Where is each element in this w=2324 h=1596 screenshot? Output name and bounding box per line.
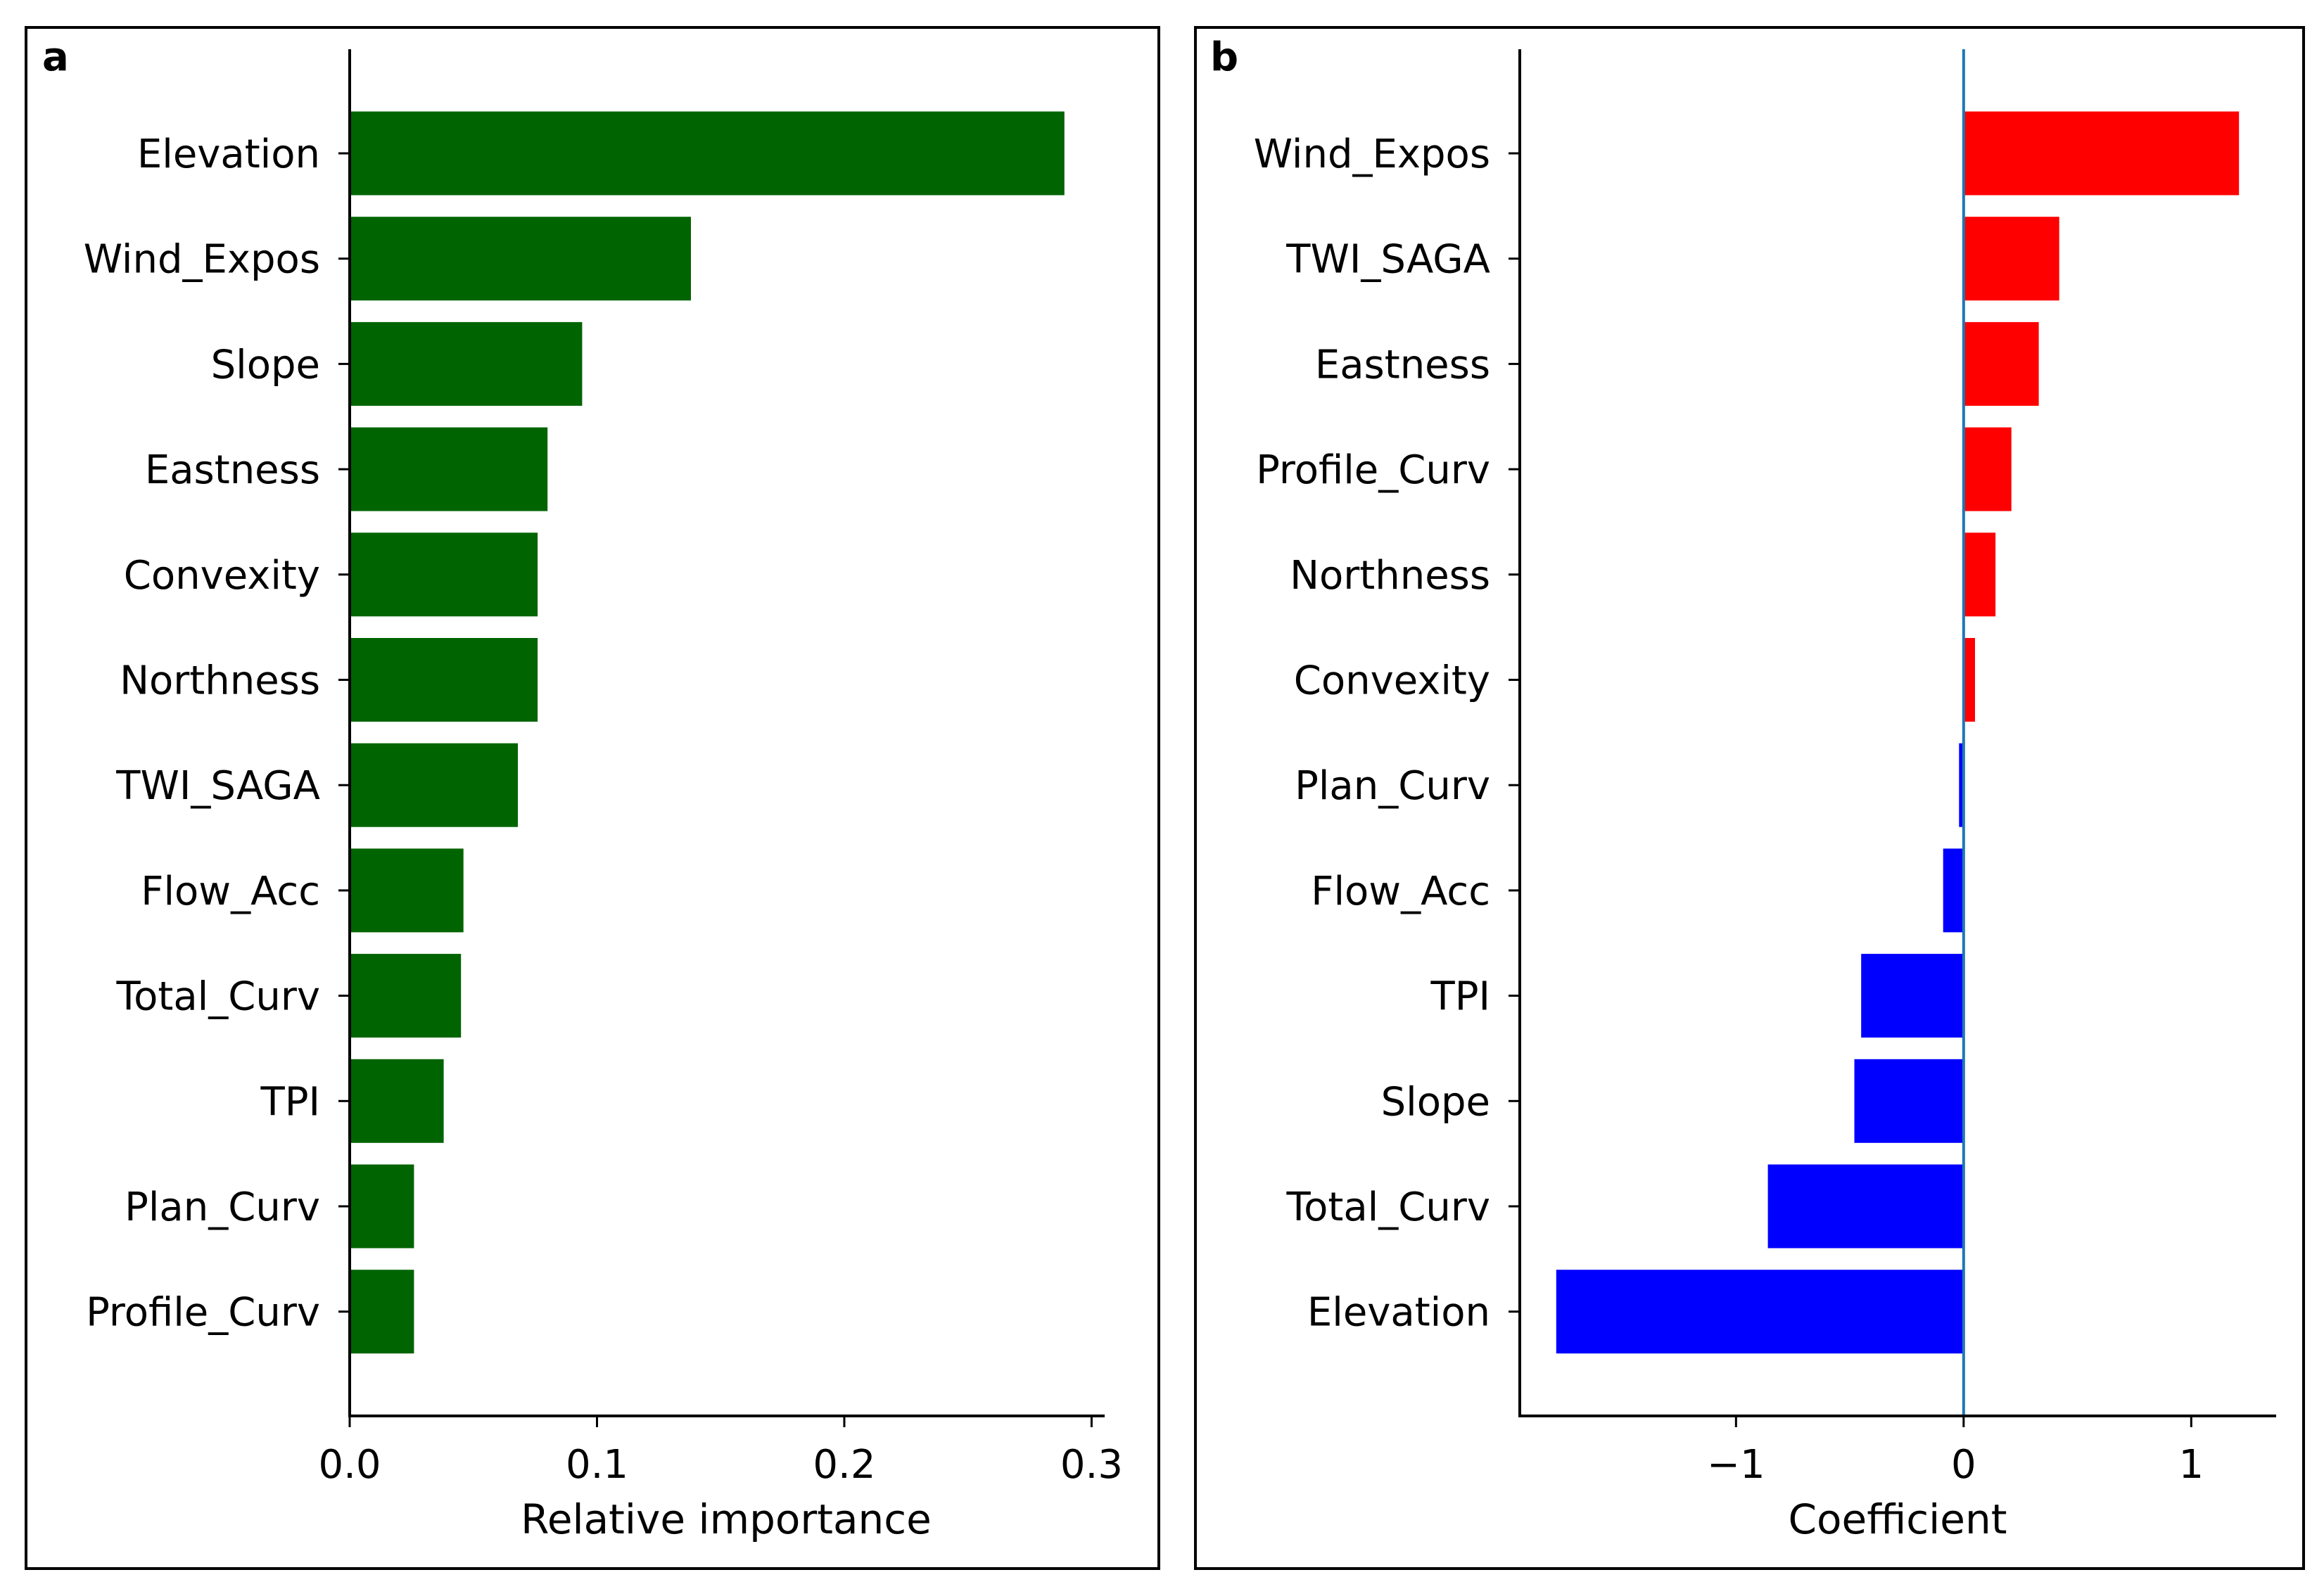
a-category-label: Eastness [145,447,320,493]
a-bar-northness [350,638,538,722]
chart-panel-b: Wind_Expos TWI_SAGA Eastness Profile_Curv No… [1254,49,2276,1543]
panel-a-category-labels: Elevation Wind_Expos Slope Eastness Convexit… [84,132,350,1336]
a-x-tick-label: 0.0 [318,1442,381,1488]
a-bar-flow-acc [350,848,464,933]
a-x-tick-label: 0.3 [1060,1442,1123,1488]
panel-b-x-ticks: −1 0 1 [1707,1416,2204,1488]
panel-a-tag: a [42,34,69,80]
a-x-tick-label: 0.2 [813,1442,875,1488]
a-bar-plan-curv [350,1164,414,1249]
a-category-label: TWI_SAGA [115,763,320,809]
a-category-label: Wind_Expos [84,237,320,283]
a-category-label: Slope [211,342,320,388]
panel-b-bars [1556,111,2240,1354]
b-category-label: TPI [1430,974,1491,1020]
a-bar-wind-expos [350,217,691,301]
b-category-label: Total_Curv [1285,1185,1490,1230]
a-x-tick-label: 0.1 [566,1442,628,1488]
b-category-label: Plan_Curv [1295,763,1490,809]
b-category-label: Northness [1290,553,1490,599]
b-category-label: Flow_Acc [1311,869,1490,914]
b-x-tick-label: −1 [1707,1442,1765,1488]
a-bar-profile-curv [350,1270,414,1354]
a-bar-convexity [350,532,538,617]
a-category-label: Profile_Curv [86,1290,320,1336]
b-bar-elevation [1556,1270,1964,1354]
b-bar-flow-acc [1943,848,1964,933]
b-bar-northness [1963,532,1996,617]
b-bar-slope [1854,1059,1964,1143]
a-category-label: Northness [120,658,320,704]
b-x-tick-label: 0 [1951,1442,1976,1488]
a-category-label: Flow_Acc [141,869,320,914]
panel-a-x-ticks: 0.0 0.1 0.2 0.3 [318,1416,1123,1488]
b-category-label: Eastness [1315,342,1490,388]
b-bar-plan-curv [1959,743,1964,827]
panel-b-category-labels: Wind_Expos TWI_SAGA Eastness Profile_Curv No… [1254,132,1520,1336]
a-bar-total-curv [350,954,462,1038]
a-bar-eastness [350,427,548,511]
chart-panel-a: Elevation Wind_Expos Slope Eastness Convexit… [84,49,1123,1543]
panel-a-bars [350,111,1065,1354]
panel-a-x-axis-title: Relative importance [521,1495,932,1543]
panel-b-tag: b [1210,34,1238,80]
a-category-label: TPI [260,1079,321,1125]
b-category-label: Profile_Curv [1256,447,1490,493]
b-category-label: Convexity [1294,658,1490,704]
b-bar-twi-saga [1963,217,2059,301]
b-bar-convexity [1963,638,1975,722]
panel-b-frame [1194,26,2305,1570]
b-category-label: Elevation [1307,1290,1490,1336]
a-bar-tpi [350,1059,444,1143]
a-bar-elevation [350,111,1065,196]
b-bar-wind-expos [1963,111,2240,196]
b-category-label: Slope [1381,1079,1490,1125]
b-bar-profile-curv [1963,427,2012,511]
a-category-label: Convexity [124,553,320,599]
a-category-label: Elevation [137,132,320,177]
b-bar-tpi [1861,954,1964,1038]
panel-a-frame [25,26,1160,1570]
b-bar-total-curv [1767,1164,1964,1249]
a-bar-twi-saga [350,743,518,827]
b-x-tick-label: 1 [2178,1442,2204,1488]
panel-b-x-axis-title: Coefficient [1789,1495,2007,1543]
a-bar-slope [350,321,583,406]
a-category-label: Plan_Curv [125,1185,320,1230]
b-category-label: Wind_Expos [1254,132,1490,177]
b-bar-eastness [1963,321,2039,406]
a-category-label: Total_Curv [115,974,320,1020]
b-category-label: TWI_SAGA [1285,237,1490,283]
